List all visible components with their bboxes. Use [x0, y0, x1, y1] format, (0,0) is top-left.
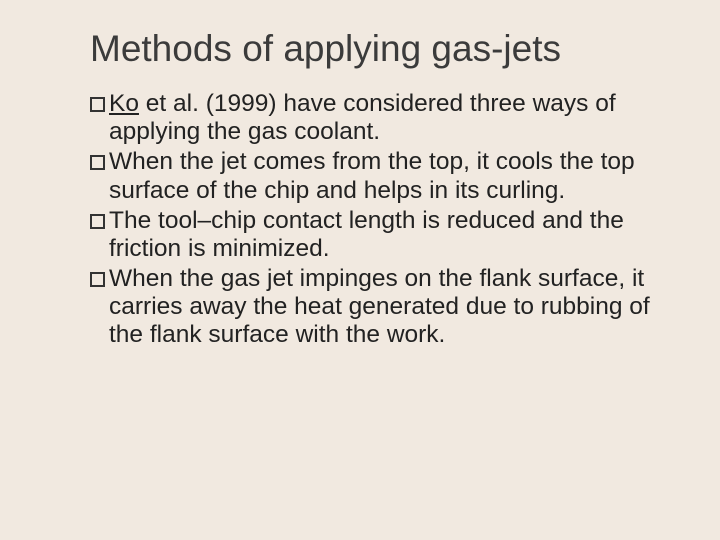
bullet-box-icon	[90, 272, 105, 287]
bullet-text: When the jet comes from the top, it cool…	[109, 148, 660, 204]
bullet-prefix: The	[109, 207, 151, 234]
bullet-prefix: When	[109, 148, 173, 175]
bullet-rest: tool–chip contact length is reduced and …	[109, 207, 624, 262]
bullet-text: Ko et al. (1999) have considered three w…	[109, 90, 660, 146]
bullet-rest: the jet comes from the top, it cools the…	[109, 148, 635, 203]
bullet-rest: et al. (1999) have considered three ways…	[109, 90, 616, 145]
bullet-text: The tool–chip contact length is reduced …	[109, 207, 660, 263]
bullet-prefix: When	[109, 265, 173, 292]
bullet-item: Ko et al. (1999) have considered three w…	[90, 90, 660, 146]
bullet-item: When the gas jet impinges on the flank s…	[90, 265, 660, 350]
bullet-item: The tool–chip contact length is reduced …	[90, 207, 660, 263]
bullet-box-icon	[90, 97, 105, 112]
slide-title: Methods of applying gas-jets	[90, 28, 670, 70]
bullet-rest: the gas jet impinges on the flank surfac…	[109, 265, 650, 348]
bullet-prefix: Ko	[109, 90, 139, 117]
bullet-box-icon	[90, 214, 105, 229]
slide-content: Ko et al. (1999) have considered three w…	[90, 90, 660, 350]
bullet-item: When the jet comes from the top, it cool…	[90, 148, 660, 204]
bullet-box-icon	[90, 155, 105, 170]
bullet-text: When the gas jet impinges on the flank s…	[109, 265, 660, 350]
slide-container: Methods of applying gas-jets Ko et al. (…	[0, 0, 720, 540]
